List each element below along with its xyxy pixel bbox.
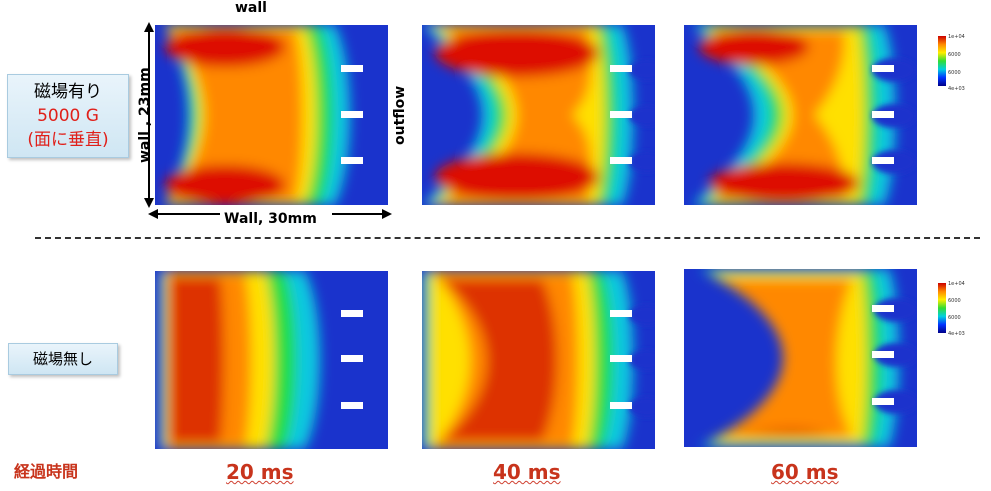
magnetic-on-direction: (面に垂直) bbox=[27, 130, 109, 150]
magnetic-on-title: 磁場有り bbox=[34, 82, 102, 102]
colorbar-bottom-min: 4e+03 bbox=[948, 331, 965, 337]
field-plot-on-60ms bbox=[684, 25, 917, 205]
wall-top-label: wall bbox=[235, 0, 267, 16]
colorbar-top-mid2: 6000 bbox=[948, 70, 961, 76]
wall-bottom-label: Wall, 30mm bbox=[224, 211, 317, 227]
magnetic-on-strength: 5000 G bbox=[37, 106, 99, 126]
time-label-40ms: 40 ms bbox=[493, 460, 561, 484]
row-divider bbox=[35, 237, 980, 239]
colorbar-top-max: 1e+04 bbox=[948, 34, 965, 40]
time-label-20ms: 20 ms bbox=[226, 460, 294, 484]
colorbar-bottom-mid1: 6000 bbox=[948, 298, 961, 304]
field-plot-on-40ms bbox=[422, 25, 655, 205]
colorbar-top-min: 4e+03 bbox=[948, 86, 965, 92]
field-plot-off-20ms bbox=[155, 271, 388, 449]
colorbar-bottom-mid2: 6000 bbox=[948, 315, 961, 321]
magnetic-field-off-label: 磁場無し bbox=[8, 343, 118, 375]
dimension-arrows bbox=[144, 22, 392, 219]
time-label-60ms: 60 ms bbox=[771, 460, 839, 484]
field-plot-off-40ms bbox=[422, 271, 655, 449]
magnetic-field-on-label: 磁場有り 5000 G (面に垂直) bbox=[7, 74, 129, 158]
colorbar-bottom bbox=[938, 283, 946, 333]
elapsed-time-label: 経過時間 bbox=[14, 462, 79, 481]
field-plot-off-60ms bbox=[684, 269, 917, 447]
colorbar-top-mid1: 6000 bbox=[948, 52, 961, 58]
colorbar-bottom-max: 1e+04 bbox=[948, 281, 965, 287]
field-plot-on-20ms bbox=[155, 25, 388, 205]
colorbar-top bbox=[938, 36, 946, 86]
